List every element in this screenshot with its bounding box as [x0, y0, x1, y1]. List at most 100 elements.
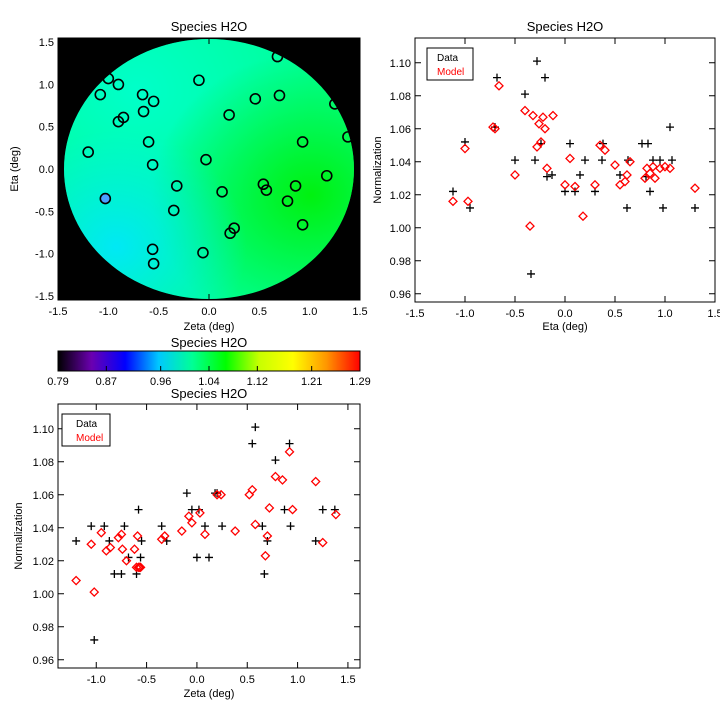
zeta-data-point — [205, 553, 213, 562]
eta-model-point — [622, 170, 632, 180]
colorbar-tick-label: 0.87 — [96, 376, 117, 388]
eta-model-point — [615, 179, 625, 190]
zeta-model-point — [244, 489, 255, 500]
colorbar-ticks: 0.79 0.87 0.96 1.04 1.12 1.21 1.29 — [47, 366, 371, 388]
eta-data-point — [541, 73, 549, 82]
map-x-tick-label: 0.0 — [201, 306, 216, 318]
map-point — [112, 78, 125, 91]
eta-data-point — [666, 123, 674, 132]
map-x-tick-label: -1.0 — [99, 306, 118, 318]
eta-x-tick-label: 1.5 — [707, 308, 720, 320]
zeta-y-tick-label: 0.96 — [33, 655, 54, 667]
zeta-model-point — [121, 555, 132, 566]
zeta-y-tick-label: 1.06 — [33, 490, 54, 502]
eta-model-point — [650, 173, 660, 184]
zeta-legend-box — [61, 413, 111, 447]
map-point — [193, 74, 205, 87]
zeta-model-point — [129, 544, 140, 555]
map-field-shade-lower-left — [64, 39, 354, 299]
eta-legend-model: Model — [437, 67, 464, 78]
eta-data-point — [656, 156, 664, 165]
zeta-legend-data: Data — [76, 419, 98, 430]
map-y-tick-label: -1.5 — [35, 291, 54, 303]
eta-legend-box — [426, 47, 474, 81]
eta-model-point — [590, 179, 600, 190]
eta-model-point — [565, 153, 575, 164]
zeta-data-point — [311, 536, 320, 545]
eta-y-tick-label: 1.04 — [390, 157, 411, 169]
eta-data-point — [571, 187, 579, 196]
zeta-model-point — [195, 507, 205, 518]
eta-legend-data: Data — [437, 53, 459, 64]
zeta-model-point — [116, 529, 127, 540]
map-point — [146, 243, 159, 256]
zeta-data-point — [136, 553, 145, 562]
zeta-data-point — [218, 522, 227, 531]
eta-model-point — [645, 168, 655, 179]
map-point — [112, 115, 125, 128]
map-point — [257, 178, 270, 191]
eta-model-point — [532, 141, 542, 152]
zeta-model-point — [262, 531, 273, 541]
zeta-model-point — [260, 550, 271, 561]
zeta-data-point — [105, 536, 114, 545]
zeta-data-point — [280, 505, 289, 514]
map-x-tick-label: 1.5 — [352, 306, 367, 318]
eta-model-point — [490, 123, 500, 134]
eta-model-point — [620, 176, 630, 187]
eta-data-point — [527, 269, 535, 278]
eta-model-point — [540, 123, 550, 134]
zeta-model-point — [270, 471, 281, 482]
eta-model-point — [520, 105, 530, 116]
map-y-tick-label: 1.5 — [39, 37, 54, 49]
eta-y-tick-label: 1.08 — [390, 91, 411, 103]
map-point — [200, 153, 212, 166]
zeta-model-point — [132, 531, 143, 541]
eta-legend: Data Model — [426, 47, 474, 81]
zeta-data-point — [200, 522, 209, 531]
eta-data-point — [581, 156, 589, 165]
zeta-legend-model: Model — [76, 433, 103, 444]
zeta-data-point — [318, 505, 327, 514]
zeta-data-point — [271, 456, 280, 465]
map-point — [249, 93, 262, 105]
zeta-model-point — [317, 537, 328, 548]
zeta-y-tick-label: 1.02 — [33, 556, 54, 568]
zeta-x-tick-label: -0.5 — [137, 674, 156, 686]
zeta-data-point — [72, 536, 81, 545]
eta-model-point — [660, 161, 670, 172]
map-point — [223, 109, 235, 121]
zeta-model-point — [277, 474, 288, 485]
map-point — [273, 89, 286, 102]
map-point — [342, 131, 354, 143]
zeta-model-point — [113, 532, 124, 543]
zeta-x-tick-label: 1.5 — [340, 674, 355, 686]
zeta-data-point — [285, 439, 294, 448]
zeta-model-point — [105, 542, 116, 553]
zeta-frame — [57, 403, 361, 669]
eta-data-point — [598, 156, 606, 165]
eta-data-point — [531, 156, 539, 165]
zeta-model-point — [176, 526, 187, 536]
map-x-label: Zeta (deg) — [184, 321, 235, 333]
eta-data-point — [623, 203, 631, 212]
eta-x-tick-label: -0.5 — [506, 308, 525, 320]
eta-data-point — [576, 170, 584, 179]
eta-model-point — [528, 110, 538, 121]
zeta-model-point — [250, 519, 261, 530]
zeta-data-point — [248, 439, 257, 448]
eta-data-point — [566, 139, 574, 148]
zeta-x-label: Zeta (deg) — [184, 688, 235, 700]
map-y-tick-label: -0.5 — [35, 206, 54, 218]
zeta-legend: Data Model — [61, 413, 111, 447]
eta-y-tick-label: 1.06 — [390, 124, 411, 136]
eta-data-point — [668, 156, 676, 165]
map-y-axis: -1.5 -1.0 -0.5 0.0 0.5 1.0 1.5 — [35, 37, 360, 303]
eta-model-point — [578, 211, 588, 222]
zeta-model-point — [287, 504, 298, 515]
zeta-y-tick-label: 1.10 — [33, 424, 54, 436]
eta-model-point — [648, 161, 658, 172]
zeta-model-point — [183, 511, 194, 522]
eta-y-label: Normalization — [372, 136, 384, 203]
eta-model-point — [494, 80, 504, 91]
